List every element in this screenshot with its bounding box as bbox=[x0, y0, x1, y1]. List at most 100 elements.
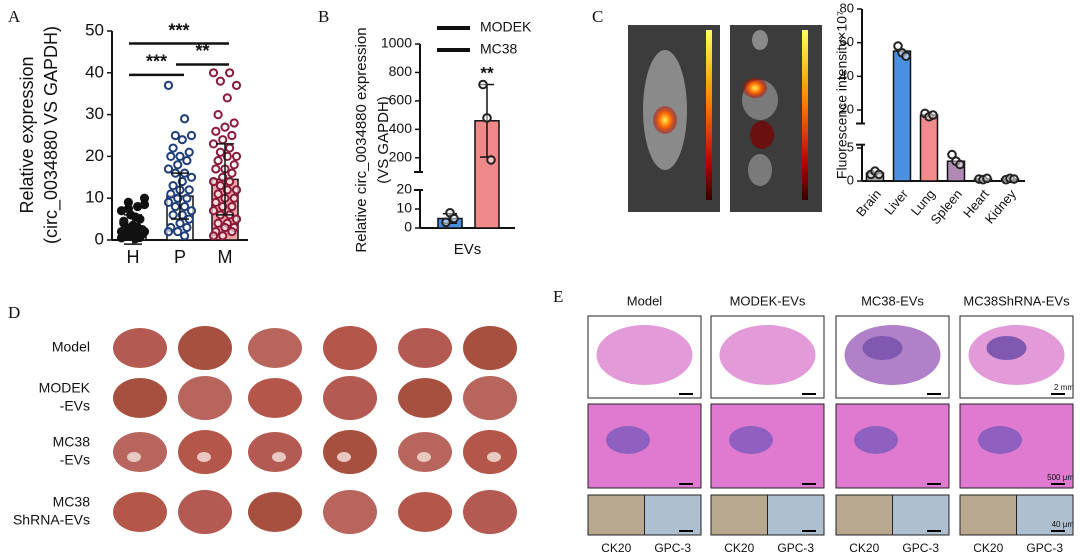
significance-label: *** bbox=[146, 52, 167, 72]
x-tick-label: H bbox=[127, 247, 140, 267]
y-tick-label: 400 bbox=[389, 120, 413, 136]
significance-label: *** bbox=[168, 20, 189, 40]
scale-bar-label: 2 mm bbox=[1054, 383, 1074, 392]
data-point bbox=[163, 197, 174, 207]
column-label: Model bbox=[627, 293, 663, 308]
row-label: MC38 bbox=[53, 434, 91, 450]
liver-photo bbox=[248, 492, 302, 532]
liver-photo bbox=[323, 376, 377, 420]
data-point bbox=[441, 217, 451, 228]
tumor-region bbox=[854, 426, 898, 454]
liver-photo bbox=[178, 376, 232, 420]
row-label: ShRNA-EVs bbox=[13, 512, 90, 528]
data-point bbox=[168, 181, 178, 191]
data-point bbox=[168, 143, 178, 153]
data-point bbox=[478, 79, 488, 90]
tumor-nodule bbox=[417, 452, 431, 462]
data-point bbox=[227, 168, 237, 178]
y-tick-label: 800 bbox=[389, 63, 413, 79]
y-tick-label: 200 bbox=[389, 148, 413, 164]
stain-label: GPC-3 bbox=[902, 541, 939, 555]
data-point bbox=[139, 199, 150, 210]
tumor-region bbox=[729, 426, 773, 454]
bar bbox=[892, 50, 912, 182]
organ bbox=[748, 154, 772, 186]
data-point bbox=[177, 135, 187, 145]
organ bbox=[752, 30, 768, 50]
bar bbox=[919, 114, 939, 182]
data-point bbox=[218, 135, 228, 145]
y-tick-label: 50 bbox=[85, 20, 104, 39]
ihc-image bbox=[1016, 494, 1074, 536]
liver-photo bbox=[248, 432, 302, 472]
data-point bbox=[213, 189, 223, 199]
liver-photo bbox=[398, 328, 452, 368]
data-point bbox=[186, 206, 197, 216]
liver-photo bbox=[398, 492, 452, 532]
stain-label: CK20 bbox=[724, 541, 754, 555]
y-tick-label: 20 bbox=[840, 101, 854, 116]
data-point bbox=[180, 114, 190, 124]
y-axis-label: Relative circ_0034880 expression bbox=[353, 27, 370, 252]
liver-photo bbox=[248, 328, 302, 368]
y-tick-label: 10 bbox=[85, 188, 104, 207]
liver-photo bbox=[323, 326, 377, 370]
tumor-region bbox=[978, 426, 1022, 454]
x-tick-label: Kidney bbox=[982, 186, 1019, 226]
y-tick-label: 60 bbox=[840, 34, 854, 49]
data-point bbox=[166, 151, 176, 161]
data-point bbox=[173, 227, 183, 237]
color-bar bbox=[802, 30, 808, 200]
data-point bbox=[173, 160, 183, 170]
liver-photo bbox=[398, 378, 452, 418]
liver-photo bbox=[113, 432, 167, 472]
column-label: MC38-EVs bbox=[861, 293, 924, 308]
data-point bbox=[486, 155, 496, 165]
data-point bbox=[225, 176, 235, 187]
data-point bbox=[947, 149, 957, 160]
ihc-image bbox=[644, 494, 702, 536]
data-point bbox=[180, 201, 190, 212]
data-point bbox=[227, 227, 237, 237]
ihc-image bbox=[835, 494, 893, 536]
data-point bbox=[220, 122, 230, 132]
liver-photo bbox=[323, 490, 377, 534]
data-point bbox=[229, 193, 239, 203]
data-point bbox=[229, 118, 239, 128]
liver-photo bbox=[178, 490, 232, 534]
y-tick-label: 5 bbox=[847, 139, 854, 154]
data-point bbox=[482, 113, 492, 123]
tumor-nodule bbox=[127, 452, 141, 462]
data-point bbox=[225, 143, 235, 153]
panel-label: B bbox=[318, 7, 329, 26]
data-point bbox=[170, 201, 180, 212]
stain-label: CK20 bbox=[849, 541, 879, 555]
color-bar bbox=[706, 30, 712, 200]
data-point bbox=[211, 164, 221, 174]
liver-photo bbox=[178, 430, 232, 474]
tumor-region bbox=[606, 426, 650, 454]
data-point bbox=[163, 80, 174, 90]
data-point bbox=[218, 231, 228, 241]
x-tick-label: EVs bbox=[454, 241, 482, 258]
significance-label: ** bbox=[195, 41, 209, 61]
data-point bbox=[893, 41, 903, 51]
legend-label: MODEK bbox=[480, 19, 532, 35]
data-point bbox=[208, 231, 219, 241]
data-point bbox=[182, 155, 192, 166]
liver-photo bbox=[113, 492, 167, 532]
liver-photo bbox=[178, 326, 232, 370]
y-tick-label: 30 bbox=[85, 104, 104, 123]
tumor-nodule bbox=[487, 452, 501, 462]
y-tick-label: 20 bbox=[396, 181, 412, 197]
data-point bbox=[163, 164, 174, 174]
column-label: MODEK-EVs bbox=[730, 293, 806, 308]
ihc-image bbox=[767, 494, 825, 536]
data-point bbox=[182, 222, 192, 233]
liver-photo bbox=[463, 430, 517, 474]
tumor-region bbox=[862, 336, 903, 360]
y-tick-label: 0 bbox=[95, 229, 104, 248]
panel-label: C bbox=[592, 7, 603, 26]
ihc-image bbox=[959, 494, 1017, 536]
data-point bbox=[170, 130, 180, 141]
